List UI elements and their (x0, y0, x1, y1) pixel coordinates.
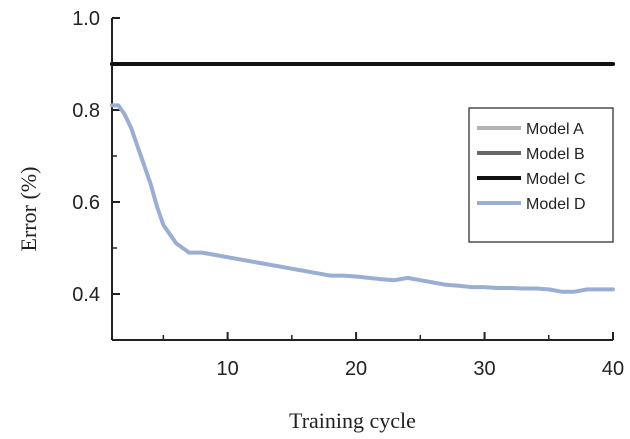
y-tick-label: 1.0 (72, 8, 100, 30)
x-tick-label: 20 (345, 358, 367, 380)
legend-label: Model B (526, 146, 585, 163)
legend-label: Model C (526, 171, 586, 188)
x-tick-label: 40 (602, 358, 624, 380)
plot-area: 0.4 0.6 0.8 1.0 10 20 30 40 Training cycle Error … (16, 8, 624, 433)
series-line-model-d (110, 103, 615, 294)
x-axis-title: Training cycle (289, 408, 416, 433)
x-tick-label: 30 (473, 358, 495, 380)
legend-label: Model D (526, 196, 586, 213)
legend-label: Model A (526, 121, 584, 138)
legend-box (468, 107, 614, 243)
x-tick-label: 10 (216, 358, 238, 380)
y-axis-title: Error (%) (16, 167, 41, 252)
y-tick-label: 0.4 (72, 284, 100, 306)
y-tick-label: 0.8 (72, 100, 100, 122)
y-tick-label: 0.6 (72, 192, 100, 214)
